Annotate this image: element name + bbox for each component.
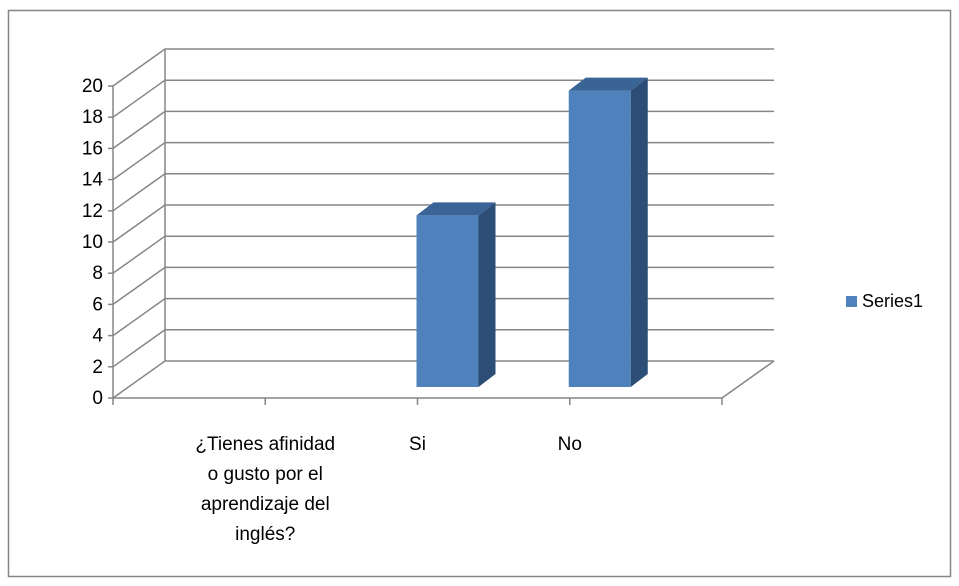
y-tick-label: 0 (92, 388, 103, 409)
y-tick-label: 8 (92, 263, 103, 284)
gridline (112, 48, 774, 87)
category-label: aprendizaje del (201, 494, 330, 515)
y-tick-label: 16 (82, 138, 103, 159)
bar-top (568, 77, 648, 91)
floor-right-edge (721, 360, 775, 399)
y-tick-label: 6 (92, 294, 103, 315)
category-label: o gusto por el (208, 464, 323, 485)
y-tick-label: 10 (82, 232, 103, 253)
y-tick-label: 14 (82, 170, 104, 191)
y-tick-labels: 0 2 4 6 8 10 12 14 16 18 20 (82, 76, 104, 409)
category-label: inglés? (235, 524, 295, 545)
y-tick-label: 12 (82, 201, 103, 222)
bar-front (568, 90, 631, 387)
legend-swatch (846, 296, 857, 307)
bars (416, 77, 648, 387)
x-tick-labels: ¿Tienes afinidad o gusto por el aprendizaj… (195, 434, 582, 545)
category-label: No (558, 434, 582, 455)
legend-label: Series1 (862, 291, 923, 311)
y-tick-label: 20 (82, 76, 103, 97)
bar-side (478, 202, 496, 387)
chart-axes (108, 85, 723, 405)
category-label: ¿Tienes afinidad (195, 434, 335, 455)
bar-side (630, 77, 648, 387)
category-label: Si (409, 434, 426, 455)
bar-top (416, 202, 496, 216)
bar-front (416, 215, 479, 387)
y-tick-label: 2 (92, 357, 103, 378)
y-tick-label: 18 (82, 107, 103, 128)
gridline (112, 79, 774, 118)
bar (568, 77, 648, 387)
y-tick-label: 4 (92, 326, 103, 347)
legend: Series1 (846, 291, 923, 311)
bar (416, 202, 496, 387)
